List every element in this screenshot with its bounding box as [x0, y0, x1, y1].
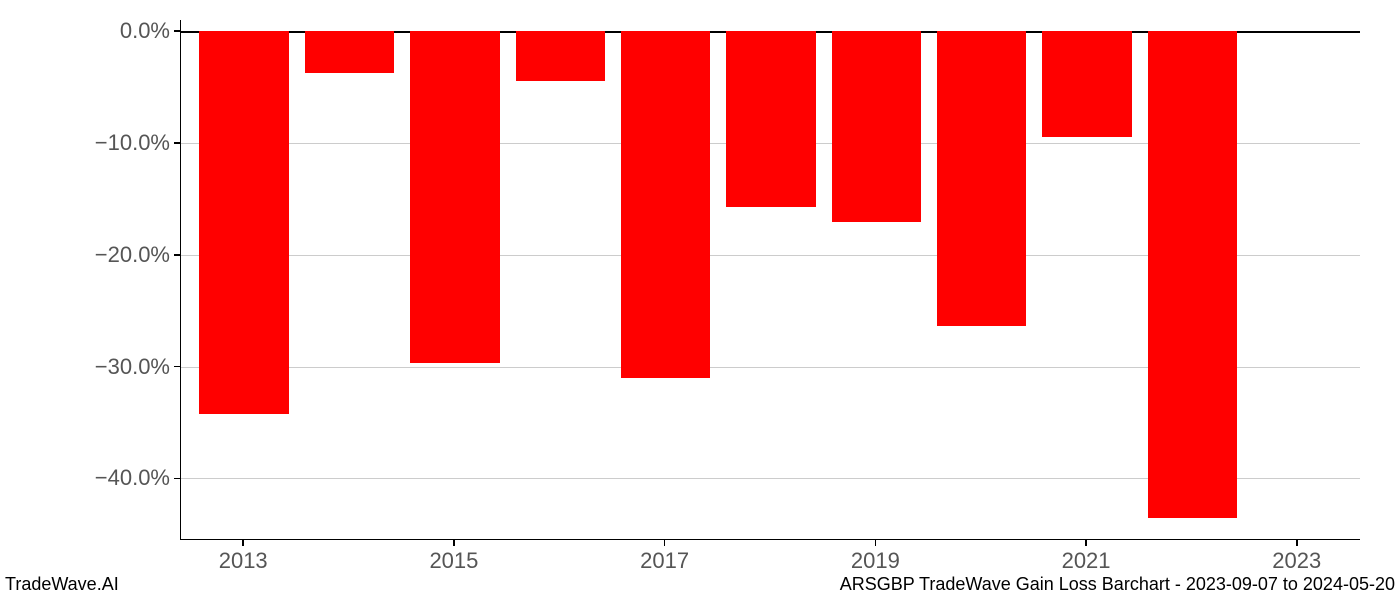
y-tick-label: 0.0% [20, 18, 170, 44]
bars-layer [181, 20, 1360, 539]
footer-brand: TradeWave.AI [5, 574, 119, 595]
y-tick-label: −10.0% [20, 130, 170, 156]
y-tick-label: −40.0% [20, 465, 170, 491]
footer-caption: ARSGBP TradeWave Gain Loss Barchart - 20… [840, 574, 1395, 595]
y-tick-mark [174, 366, 180, 368]
bar [1148, 31, 1238, 517]
x-tick-label: 2013 [219, 548, 268, 574]
x-tick-mark [453, 540, 455, 546]
y-tick-label: −20.0% [20, 242, 170, 268]
bar [832, 31, 922, 222]
x-tick-mark [1085, 540, 1087, 546]
y-tick-mark [174, 30, 180, 32]
x-tick-mark [664, 540, 666, 546]
bar [410, 31, 500, 363]
x-tick-label: 2015 [429, 548, 478, 574]
chart-plot-area [180, 20, 1360, 540]
y-tick-mark [174, 478, 180, 480]
x-tick-label: 2023 [1272, 548, 1321, 574]
x-tick-label: 2021 [1062, 548, 1111, 574]
bar [726, 31, 816, 207]
bar [516, 31, 606, 81]
x-tick-mark [1296, 540, 1298, 546]
bar [937, 31, 1027, 326]
bar [305, 31, 395, 72]
x-tick-label: 2017 [640, 548, 689, 574]
y-tick-label: −30.0% [20, 354, 170, 380]
bar [621, 31, 711, 378]
bar [199, 31, 289, 413]
y-tick-mark [174, 254, 180, 256]
x-tick-label: 2019 [851, 548, 900, 574]
bar [1042, 31, 1132, 137]
y-tick-mark [174, 142, 180, 144]
x-tick-mark [875, 540, 877, 546]
x-tick-mark [242, 540, 244, 546]
